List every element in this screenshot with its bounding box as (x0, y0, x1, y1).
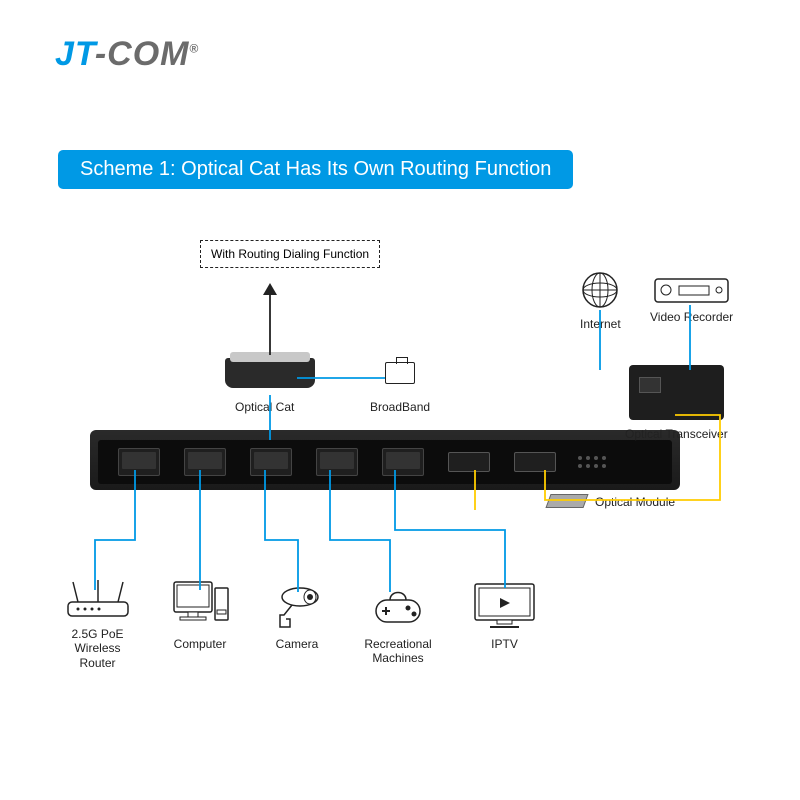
camera-label: Camera (272, 637, 322, 651)
computer-icon (170, 580, 230, 630)
module-icon (545, 494, 588, 508)
recreational-label: Recreational Machines (358, 637, 438, 666)
optical-module-device (548, 494, 586, 511)
optical-cat-device (225, 358, 315, 391)
internet-label: Internet (580, 317, 621, 331)
callout-text: With Routing Dialing Function (211, 247, 369, 261)
status-leds (578, 447, 618, 477)
broadband-device (385, 362, 415, 387)
brand-reg: ® (189, 42, 199, 56)
game-icon (368, 585, 428, 630)
globe-icon (580, 270, 620, 310)
optical-cat-label: Optical Cat (235, 400, 294, 414)
brand-suffix: -COM (95, 35, 190, 73)
camera-icon (272, 585, 322, 630)
transceiver-label: Optical Transceiver (625, 427, 728, 441)
video-recorder-device: Video Recorder (650, 278, 733, 324)
rj45-port-5 (382, 448, 424, 476)
broadband-label: BroadBand (370, 400, 430, 414)
optical-transceiver-device: Optical Transceiver (625, 365, 728, 441)
rj45-port-3 (250, 448, 292, 476)
optical-cat-icon (225, 358, 315, 388)
recreational-device: Recreational Machines (358, 585, 438, 666)
sfp-port-6 (448, 452, 490, 472)
switch-face (98, 440, 672, 484)
camera-device: Camera (272, 585, 322, 651)
scheme-title: Scheme 1: Optical Cat Has Its Own Routin… (58, 150, 573, 189)
transceiver-icon (629, 365, 724, 420)
router-icon (63, 580, 133, 620)
router-label: 2.5G PoE Wireless Router (55, 627, 140, 670)
computer-device: Computer (170, 580, 230, 651)
brand-logo: JT-COM® (55, 35, 199, 74)
routing-callout: With Routing Dialing Function (200, 240, 380, 268)
rj45-port-2 (184, 448, 226, 476)
iptv-device: IPTV (472, 580, 537, 651)
callout-arrowhead (263, 283, 277, 295)
tv-icon (472, 580, 537, 630)
recorder-label: Video Recorder (650, 310, 733, 324)
network-switch (90, 430, 680, 490)
recorder-icon (654, 278, 729, 303)
module-label: Optical Module (595, 495, 675, 509)
broadband-icon (385, 362, 415, 384)
wireless-router-device: 2.5G PoE Wireless Router (55, 580, 140, 670)
rj45-port-4 (316, 448, 358, 476)
iptv-label: IPTV (472, 637, 537, 651)
sfp-port-7 (514, 452, 556, 472)
computer-label: Computer (170, 637, 230, 651)
internet-device: Internet (580, 270, 621, 331)
brand-prefix: JT (55, 35, 95, 73)
rj45-port-1 (118, 448, 160, 476)
